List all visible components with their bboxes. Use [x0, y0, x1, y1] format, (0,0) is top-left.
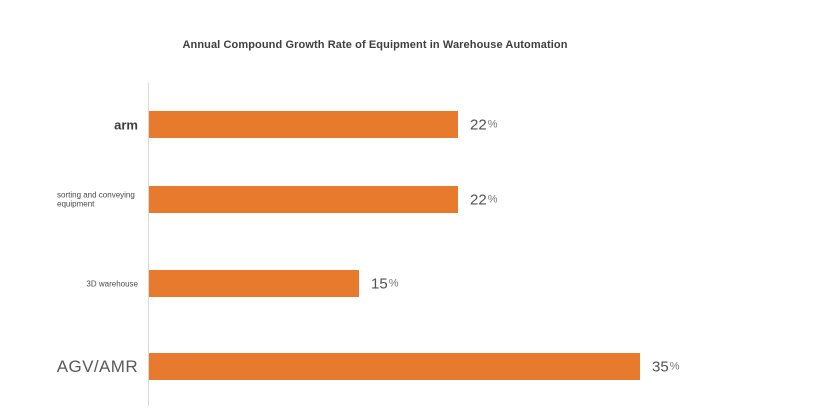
value-label: 22%: [470, 116, 497, 133]
value-number: 22: [470, 191, 487, 208]
percent-sign: %: [487, 193, 498, 205]
value-number: 35: [652, 358, 669, 375]
value-number: 15: [371, 275, 388, 292]
bar: [149, 111, 458, 138]
bar: [149, 270, 359, 297]
percent-sign: %: [487, 118, 498, 130]
percent-sign: %: [388, 277, 399, 289]
category-label: AGV/AMR: [56, 356, 138, 376]
value-label: 22%: [470, 191, 497, 208]
y-axis-line: [148, 83, 149, 406]
value-label: 15%: [371, 275, 398, 292]
category-label: arm: [114, 117, 138, 132]
bar: [149, 186, 458, 213]
chart-title: Annual Compound Growth Rate of Equipment…: [182, 39, 568, 51]
value-number: 22: [470, 116, 487, 133]
percent-sign: %: [669, 360, 680, 372]
bar-row: AGV/AMR 35%: [0, 353, 814, 380]
value-label: 35%: [652, 358, 679, 375]
bar-row: sorting and conveying equipment 22%: [0, 186, 814, 213]
bar-row: 3D warehouse 15%: [0, 270, 814, 297]
bar-row: arm 22%: [0, 111, 814, 138]
category-label: sorting and conveying equipment: [57, 190, 135, 209]
category-label: 3D warehouse: [86, 279, 138, 288]
bar: [149, 353, 640, 380]
